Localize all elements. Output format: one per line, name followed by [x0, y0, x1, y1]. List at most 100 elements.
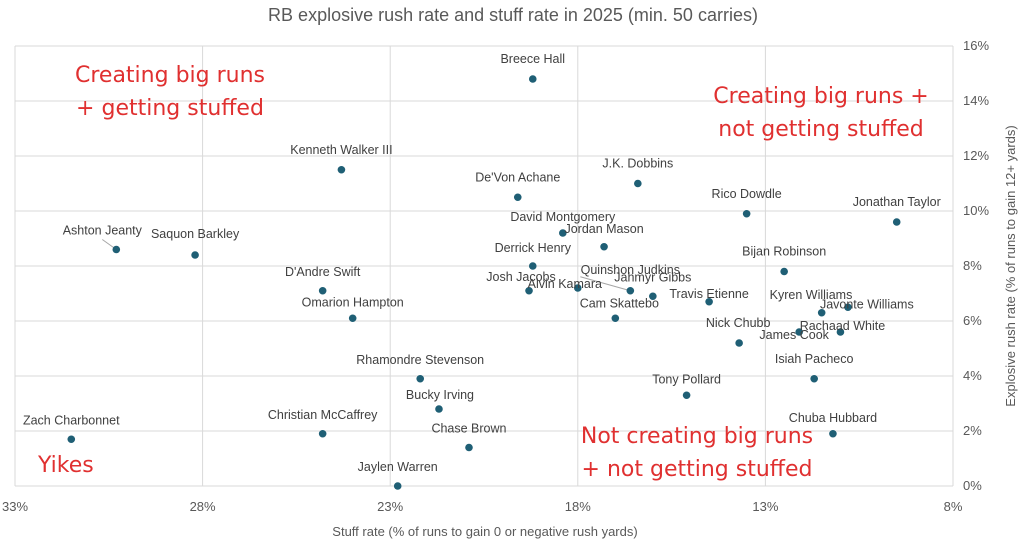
tick-labels: 0% 2% 4% 6% 8% 10% 12% 14% 16% 33% 28% 23% 18% 13% 8%: [2, 38, 989, 514]
point-rico-dowdle: [742, 209, 751, 218]
point-rhamondre-stevenson: [416, 374, 425, 383]
x-tick-label: 28%: [190, 499, 216, 514]
label-rico-dowdle: Rico Dowdle: [712, 187, 782, 201]
label-josh-jacobs: Josh Jacobs: [486, 270, 555, 284]
annotation-1-line-1: not getting stuffed: [718, 117, 923, 142]
label-rachaad-white: Rachaad White: [800, 319, 886, 333]
data-points: [67, 75, 901, 490]
label-alvin-kamara: Alvin Kamara: [528, 277, 602, 291]
label-rhamondre-stevenson: Rhamondre Stevenson: [356, 353, 484, 367]
point-alvin-kamara: [574, 284, 582, 292]
label-cam-skattebo: Cam Skattebo: [580, 296, 659, 310]
label-nick-chubb: Nick Chubb: [706, 316, 771, 330]
point-chase-brown: [465, 443, 473, 452]
y-tick-label: 8%: [963, 258, 982, 273]
label-ashton-jeanty: Ashton Jeanty: [63, 224, 143, 238]
point-jonathan-taylor: [892, 218, 901, 226]
annotation-2-line-0: Not creating big runs: [581, 424, 813, 449]
label-chase-brown: Chase Brown: [431, 422, 506, 436]
label-j-k-dobbins: J.K. Dobbins: [602, 157, 673, 171]
point-josh-jacobs: [525, 286, 533, 295]
label-saquon-barkley: Saquon Barkley: [151, 227, 240, 241]
point-cam-skattebo: [611, 314, 620, 323]
label-omarion-hampton: Omarion Hampton: [302, 295, 404, 309]
y-tick-label: 4%: [963, 368, 982, 383]
point-quinshon-judkins: [626, 286, 635, 295]
label-de-von-achane: De'Von Achane: [475, 170, 560, 184]
y-tick-label: 10%: [963, 203, 989, 218]
label-kenneth-walker-iii: Kenneth Walker III: [290, 143, 392, 157]
point-james-cook: [795, 328, 803, 336]
label-kyren-williams: Kyren Williams: [770, 288, 853, 302]
x-tick-label: 18%: [565, 499, 591, 514]
y-tick-label: 12%: [963, 148, 989, 163]
label-jahmyr-gibbs: Jahmyr Gibbs: [614, 270, 691, 284]
label-chuba-hubbard: Chuba Hubbard: [789, 411, 877, 425]
label-jordan-mason: Jordan Mason: [564, 222, 643, 236]
label-isiah-pacheco: Isiah Pacheco: [775, 352, 854, 366]
annotation-0-line-1: + getting stuffed: [76, 96, 264, 121]
y-tick-label: 16%: [963, 38, 989, 53]
annotation-0-line-0: Creating big runs: [75, 63, 265, 88]
label-derrick-henry: Derrick Henry: [495, 241, 572, 255]
label-travis-etienne: Travis Etienne: [669, 287, 748, 301]
label-zach-charbonnet: Zach Charbonnet: [23, 413, 120, 427]
point-kyren-williams: [817, 308, 826, 317]
label-jaylen-warren: Jaylen Warren: [358, 460, 438, 474]
point-rachaad-white: [836, 328, 845, 336]
annotation-1-line-0: Creating big runs +: [713, 84, 928, 109]
point-jordan-mason: [600, 242, 608, 251]
leader-line-quinshon-judkins: [580, 276, 631, 292]
annotation-2-line-1: + not getting stuffed: [582, 457, 813, 482]
point-tony-pollard: [682, 391, 691, 400]
point-isiah-pacheco: [810, 374, 818, 383]
point-zach-charbonnet: [67, 435, 76, 444]
point-travis-etienne: [705, 297, 713, 306]
point-bijan-robinson: [780, 267, 788, 276]
point-nick-chubb: [735, 339, 743, 347]
point-chuba-hubbard: [829, 429, 837, 438]
y-axis-label: Explosive rush rate (% of runs to gain 1…: [1003, 125, 1018, 406]
label-david-montgomery: David Montgomery: [510, 210, 616, 224]
label-bijan-robinson: Bijan Robinson: [742, 245, 826, 259]
point-breece-hall: [528, 75, 537, 83]
x-tick-label: 23%: [377, 499, 403, 514]
point-saquon-barkley: [191, 251, 199, 259]
x-tick-label: 33%: [2, 499, 28, 514]
x-axis-label: Stuff rate (% of runs to gain 0 or negat…: [332, 524, 637, 539]
label-d-andre-swift: D'Andre Swift: [285, 265, 361, 279]
annotation-3-line-0: Yikes: [37, 453, 94, 478]
point-jahmyr-gibbs: [649, 292, 657, 301]
point-j-k-dobbins: [634, 179, 642, 188]
y-tick-label: 14%: [963, 93, 989, 108]
label-quinshon-judkins: Quinshon Judkins: [581, 263, 680, 277]
y-tick-label: 0%: [963, 478, 982, 493]
label-breece-hall: Breece Hall: [500, 52, 565, 66]
point-kenneth-walker-iii: [337, 165, 346, 174]
point-bucky-irving: [435, 405, 443, 413]
point-omarion-hampton: [348, 314, 357, 323]
label-james-cook: James Cook: [759, 328, 829, 342]
point-labels: Breece Hall Kenneth Walker III De'Von Acha…: [23, 52, 941, 474]
point-christian-mccaffrey: [318, 429, 327, 438]
point-derrick-henry: [528, 262, 537, 270]
y-tick-label: 6%: [963, 313, 982, 328]
chart-title: RB explosive rush rate and stuff rate in…: [268, 5, 758, 25]
point-david-montgomery: [558, 229, 567, 237]
label-bucky-irving: Bucky Irving: [406, 388, 474, 402]
label-javonte-williams: Javonte Williams: [820, 297, 914, 311]
quadrant-annotations: Creating big runs + getting stuffed Creati…: [37, 63, 929, 482]
point-javonte-williams: [844, 303, 852, 312]
label-tony-pollard: Tony Pollard: [652, 372, 721, 386]
x-tick-label: 13%: [752, 499, 778, 514]
label-jonathan-taylor: Jonathan Taylor: [853, 195, 941, 209]
point-de-von-achane: [513, 193, 522, 202]
point-ashton-jeanty: [112, 245, 121, 254]
point-jaylen-warren: [393, 482, 402, 490]
y-tick-label: 2%: [963, 423, 982, 438]
label-christian-mccaffrey: Christian McCaffrey: [268, 408, 378, 422]
gridlines: [14, 45, 954, 487]
x-tick-label: 8%: [944, 499, 963, 514]
point-d-andre-swift: [318, 286, 327, 295]
